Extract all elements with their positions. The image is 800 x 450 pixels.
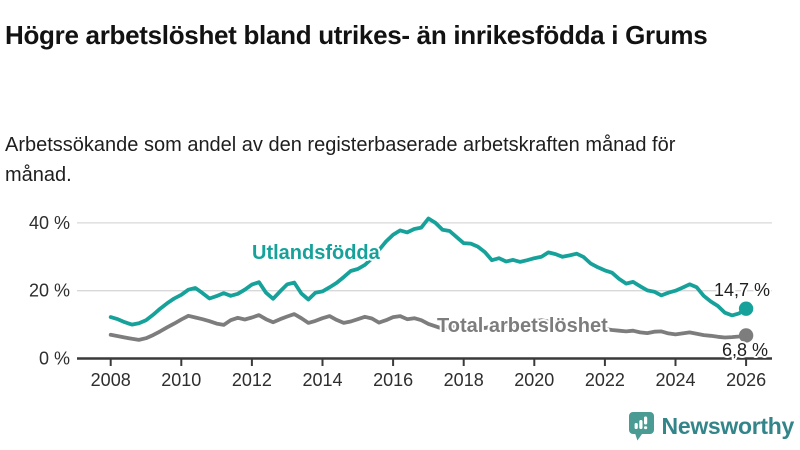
x-tick-label: 2020: [514, 370, 554, 390]
x-tick-label: 2016: [373, 370, 413, 390]
x-tick-label: 2018: [444, 370, 484, 390]
page-subtitle: Arbetssökande som andel av den registerb…: [5, 134, 676, 186]
line-utlandsfodda: [108, 216, 748, 327]
end-dot-total: [738, 328, 754, 343]
y-tick-label: 0 %: [39, 349, 70, 369]
page-title: Högre arbetslöshet bland utrikes- än inr…: [5, 20, 708, 51]
bar-chart-speech-bubble-icon: [628, 412, 654, 441]
x-tick-label: 2026: [726, 370, 766, 390]
series-label-utlandsfodda: Utlandsfödda: [252, 242, 381, 264]
y-tick-label: 20 %: [29, 281, 70, 301]
x-tick-label: 2024: [655, 370, 695, 390]
line-total: [108, 312, 748, 342]
logo-bar-short: [634, 423, 638, 429]
brand-name: Newsworthy: [661, 412, 795, 439]
end-value-total: 6,8 %: [722, 340, 768, 360]
logo-exclamation-bar: [643, 416, 647, 425]
x-tick-label: 2012: [232, 370, 272, 390]
x-tick-label: 2008: [91, 370, 131, 390]
x-tick-label: 2022: [585, 370, 625, 390]
logo-exclamation-dot: [643, 426, 647, 430]
end-dot-utlandsfodda: [738, 301, 754, 316]
newsworthy-logo[interactable]: Newsworthy: [628, 411, 794, 441]
x-tick-label: 2014: [302, 370, 342, 390]
series-label-total: Total arbetslöshet: [437, 315, 608, 337]
end-value-utlandsfodda: 14,7 %: [714, 280, 770, 300]
y-tick-label: 40 %: [29, 213, 70, 233]
x-tick-label: 2010: [161, 370, 201, 390]
unemployment-line-chart: 2008 2010 2012 2014 2016 2018 2020 2022 2024 2026…: [29, 213, 772, 390]
logo-bar-medium: [638, 420, 643, 429]
